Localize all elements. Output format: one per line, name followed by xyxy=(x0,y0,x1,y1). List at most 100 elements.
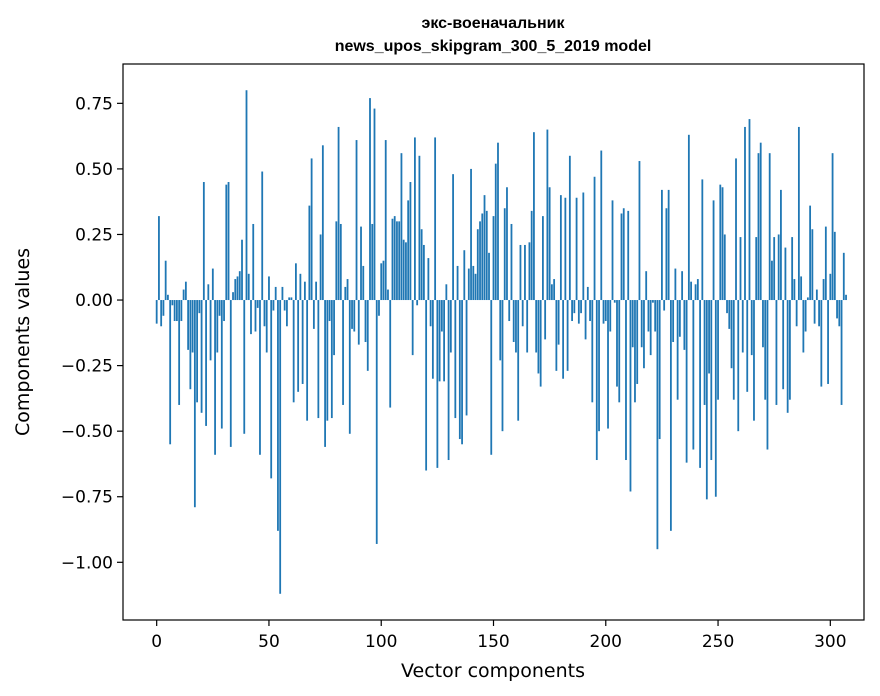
bar-147 xyxy=(485,210,488,301)
bar-224 xyxy=(658,300,661,440)
chart-title-line2: news_upos_skipgram_300_5_2019 model xyxy=(335,38,652,55)
bar-129 xyxy=(445,284,448,301)
bar-169 xyxy=(535,300,538,353)
bar-148 xyxy=(488,252,490,301)
bar-93 xyxy=(364,300,367,342)
bar-91 xyxy=(360,226,362,301)
bar-188 xyxy=(577,300,580,324)
bar-152 xyxy=(497,142,499,301)
bar-78 xyxy=(330,300,333,419)
y-tick-label: 0.00 xyxy=(75,291,113,311)
bar-283 xyxy=(791,237,794,301)
bar-50 xyxy=(268,276,270,301)
bar-126 xyxy=(438,300,441,382)
bar-58 xyxy=(286,300,288,327)
bar-138 xyxy=(465,300,468,416)
bar-84 xyxy=(344,286,347,301)
bar-296 xyxy=(820,300,823,387)
bar-20 xyxy=(200,300,203,413)
bar-178 xyxy=(555,300,558,371)
bar-195 xyxy=(593,176,596,301)
bar-255 xyxy=(728,300,731,329)
bar-252 xyxy=(721,187,724,301)
bar-172 xyxy=(542,216,544,301)
bar-35 xyxy=(234,279,237,301)
bar-179 xyxy=(557,300,560,345)
bar-137 xyxy=(463,250,466,301)
bar-88 xyxy=(353,300,356,332)
y-tick-label: 0.75 xyxy=(75,94,113,114)
bar-213 xyxy=(634,300,636,403)
bar-205 xyxy=(616,300,618,387)
bar-173 xyxy=(544,300,547,340)
bar-17 xyxy=(193,300,196,508)
y-tick-label: −0.75 xyxy=(61,488,113,508)
bar-135 xyxy=(458,300,461,440)
bar-241 xyxy=(696,279,699,301)
bar-200 xyxy=(604,300,607,322)
bar-133 xyxy=(454,300,457,419)
bar-225 xyxy=(661,189,663,301)
x-axis-ticks: 0 50 100 150 200 250 300 xyxy=(151,620,847,652)
bar-90 xyxy=(357,300,360,345)
bar-304 xyxy=(838,300,841,327)
bar-1 xyxy=(158,216,160,301)
bar-243 xyxy=(701,179,704,301)
bar-208 xyxy=(622,208,625,301)
bar-277 xyxy=(777,234,780,301)
bar-269 xyxy=(759,142,762,301)
bar-123 xyxy=(431,300,434,379)
bar-62 xyxy=(295,263,297,301)
bar-7 xyxy=(171,300,174,306)
bar-76 xyxy=(326,300,329,421)
bar-209 xyxy=(625,300,627,461)
bars-group xyxy=(155,90,847,594)
bar-155 xyxy=(503,208,506,301)
bar-87 xyxy=(351,300,353,329)
bar-96 xyxy=(371,223,374,301)
bar-234 xyxy=(681,271,684,301)
bar-122 xyxy=(429,300,432,327)
bar-219 xyxy=(647,300,650,332)
bar-222 xyxy=(654,300,657,332)
bar-140 xyxy=(470,168,472,301)
bar-82 xyxy=(339,223,342,301)
bar-101 xyxy=(382,260,385,301)
bar-48 xyxy=(263,300,266,327)
bar-16 xyxy=(191,300,194,353)
bar-92 xyxy=(362,265,365,301)
bar-253 xyxy=(723,234,726,301)
bar-118 xyxy=(420,229,423,301)
bar-13 xyxy=(184,281,187,301)
bar-288 xyxy=(802,300,805,353)
bar-259 xyxy=(737,300,740,432)
bar-14 xyxy=(187,300,190,350)
bar-262 xyxy=(744,126,746,301)
bar-285 xyxy=(795,300,798,327)
bar-185 xyxy=(571,300,573,322)
bar-127 xyxy=(440,300,443,332)
bar-60 xyxy=(290,297,293,301)
bar-174 xyxy=(546,129,549,301)
y-tick-label: −1.00 xyxy=(61,553,113,573)
bar-280 xyxy=(784,247,787,301)
bar-192 xyxy=(586,286,589,301)
y-tick-label: 0.25 xyxy=(75,225,113,245)
bar-117 xyxy=(418,155,421,301)
bar-228 xyxy=(667,189,670,301)
bar-182 xyxy=(564,197,567,301)
x-tick-label: 50 xyxy=(258,632,280,652)
bar-267 xyxy=(755,237,758,301)
bar-108 xyxy=(398,221,401,301)
bar-81 xyxy=(337,126,340,301)
bar-43 xyxy=(252,223,255,301)
bar-15 xyxy=(189,300,192,390)
bar-286 xyxy=(797,126,800,301)
bar-227 xyxy=(665,208,668,301)
bar-107 xyxy=(396,221,398,301)
bar-59 xyxy=(288,297,291,301)
bar-247 xyxy=(710,300,713,461)
bar-120 xyxy=(425,300,428,471)
bar-61 xyxy=(292,300,295,403)
bar-24 xyxy=(209,300,212,361)
